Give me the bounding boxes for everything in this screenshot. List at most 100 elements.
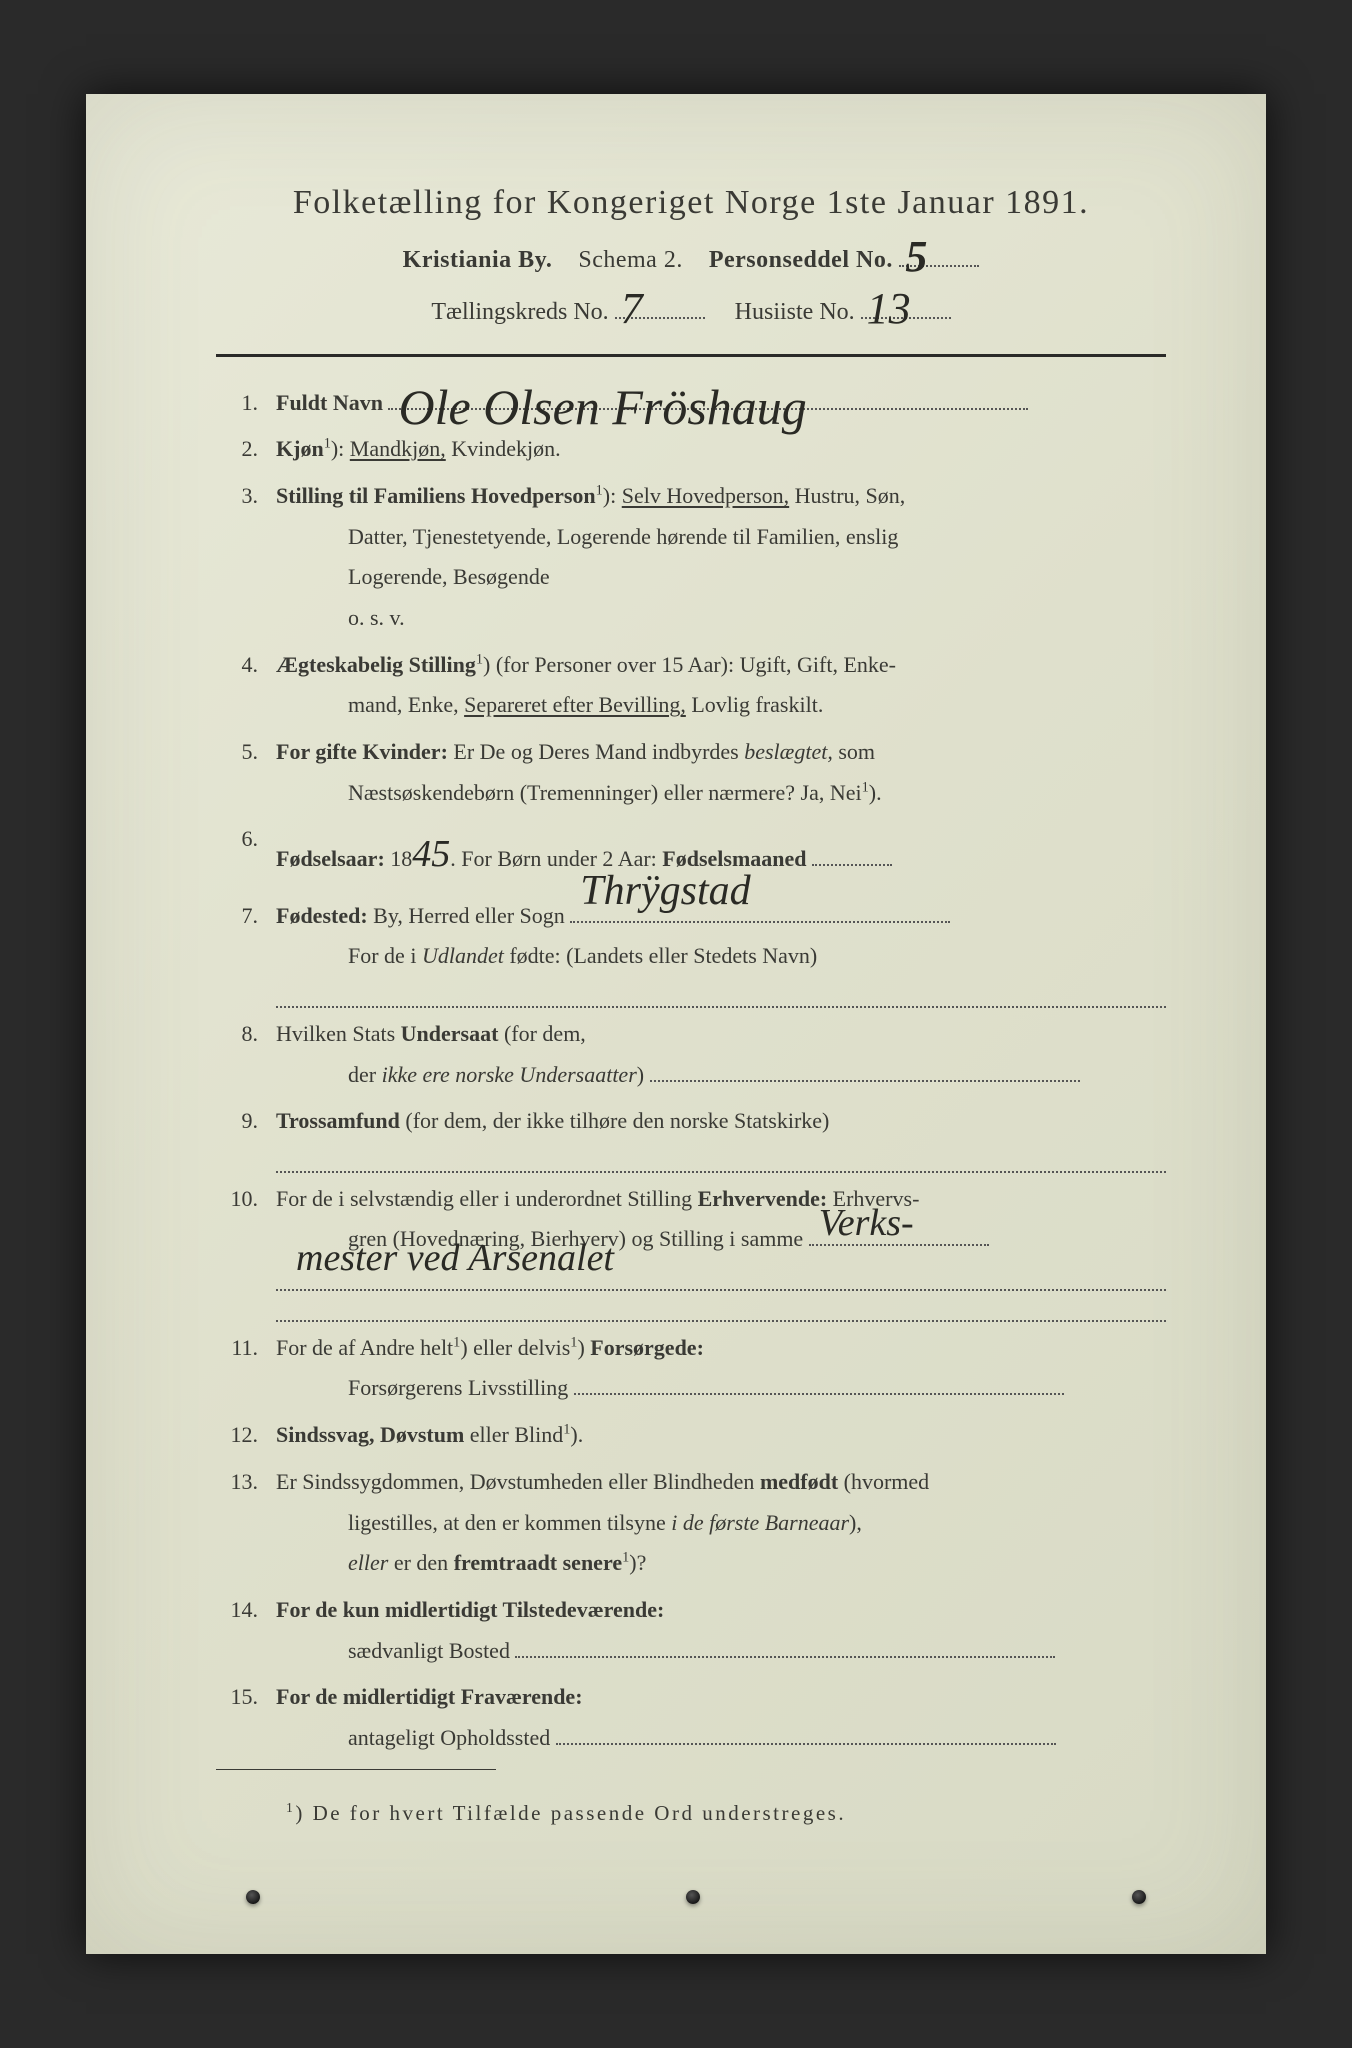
item-14-l2-wrap: sædvanligt Bosted: [276, 1631, 1166, 1672]
item-number: 11.: [216, 1328, 258, 1369]
item-14-la: For de kun: [276, 1597, 385, 1622]
item-6-year: 45: [412, 819, 450, 889]
item-3-u: Selv Hovedperson,: [622, 483, 789, 508]
item-15-lb: midlertidigt Fraværende:: [343, 1684, 583, 1709]
item-13-l3a: er den: [388, 1550, 453, 1575]
line3-row: Tællingskreds No. 7 Husiiste No. 13: [216, 296, 1166, 326]
item-3-l2: Datter, Tjenestetyende, Logerende hørend…: [276, 517, 1166, 558]
item-15-field: [556, 1725, 1056, 1745]
item-7-l2b: fødte: (Landets eller Stedets Navn): [504, 943, 817, 968]
divider-top: [216, 354, 1166, 357]
item-7-blank: [276, 977, 1166, 1008]
item-5: 5. For gifte Kvinder: Er De og Deres Man…: [216, 732, 1166, 813]
item-11-field: [574, 1376, 1064, 1396]
sup: 1: [570, 1334, 577, 1350]
item-7: 7. Fødested: By, Herred eller Sogn Thrÿg…: [216, 896, 1166, 1008]
item-10-v2: mester ved Arsenalet: [296, 1223, 614, 1293]
sup: 1: [563, 1422, 570, 1438]
item-9-blank: [276, 1142, 1166, 1173]
item-8-l1c: (for dem,: [498, 1021, 585, 1046]
item-number: 10.: [216, 1179, 258, 1220]
husliste-value: 13: [867, 296, 911, 322]
item-6-prefix: 18: [385, 846, 413, 871]
item-11-l2-wrap: Forsørgerens Livsstilling: [276, 1368, 1166, 1409]
item-12-rest: eller Blind: [464, 1422, 563, 1447]
item-13-l1c: (hvormed: [838, 1469, 929, 1494]
item-10-field1: Verks-: [809, 1227, 989, 1247]
item-13-l1b: medfødt: [760, 1469, 838, 1494]
item-7-l1: By, Herred eller Sogn: [368, 903, 565, 928]
item-13-l3c: ?: [637, 1550, 647, 1575]
item-6-field: [812, 847, 892, 867]
main-title: Folketælling for Kongeriget Norge 1ste J…: [216, 184, 1166, 222]
item-13-l2-wrap: ligestilles, at den er kommen tilsyne i …: [276, 1503, 1166, 1544]
item-9-label: Trossamfund: [276, 1108, 400, 1133]
item-11-l1d: Forsørgede:: [590, 1335, 704, 1360]
item-6-label: Fødselsaar:: [276, 846, 385, 871]
item-3-l4: o. s. v.: [276, 598, 1166, 639]
item-7-l2-wrap: For de i Udlandet fødte: (Landets eller …: [276, 936, 1166, 977]
kreds-field: 7: [615, 296, 705, 319]
item-5-l1: Er De og Deres Mand indbyrdes: [448, 739, 744, 764]
item-14-lb: midlertidigt Tilstedeværende:: [385, 1597, 664, 1622]
item-5-lb: gifte Kvinder:: [315, 739, 448, 764]
pin-icon: [686, 1890, 700, 1904]
item-13-l3b: fremtraadt senere: [454, 1550, 622, 1575]
item-number: 13.: [216, 1462, 258, 1503]
item-3-l3: Logerende, Besøgende: [276, 557, 1166, 598]
item-9: 9. Trossamfund (for dem, der ikke tilhør…: [216, 1101, 1166, 1172]
item-5-l2-wrap: Næstsøskendebørn (Tremenninger) eller næ…: [276, 773, 1166, 814]
item-number: 1.: [216, 383, 258, 424]
item-number: 9.: [216, 1101, 258, 1142]
item-8-l2i: ikke ere norske Undersaatter: [382, 1062, 637, 1087]
item-15: 15. For de midlertidigt Fraværende: anta…: [216, 1677, 1166, 1758]
item-4-label: Ægteskabelig Stilling: [276, 652, 476, 677]
item-13-l3-wrap: eller er den fremtraadt senere1)?: [276, 1543, 1166, 1584]
item-7-value: Thrÿgstad: [580, 853, 750, 931]
item-8-l1b: Undersaat: [401, 1021, 499, 1046]
sup: 1: [622, 1550, 629, 1566]
name-field: Ole Olsen Fröshaug: [388, 390, 1028, 410]
item-15-l2-wrap: antageligt Opholdssted: [276, 1718, 1166, 1759]
item-number: 2.: [216, 429, 258, 470]
item-4-l2u: Separeret efter Bevilling,: [464, 692, 686, 717]
item-number: 5.: [216, 732, 258, 773]
item-4-l2-wrap: mand, Enke, Separeret efter Bevilling, L…: [276, 685, 1166, 726]
item-13-l2b: ),: [849, 1510, 862, 1535]
husliste-field: 13: [861, 296, 951, 319]
item-2: 2. Kjøn1): Mandkjøn, Kvindekjøn.: [216, 429, 1166, 470]
item-10: 10. For de i selvstændig eller i underor…: [216, 1179, 1166, 1322]
item-10-v1: Verks-: [819, 1188, 914, 1258]
item-11-l1b: eller delvis: [468, 1335, 571, 1360]
item-8-l1a: Hvilken Stats: [276, 1021, 401, 1046]
item-13-l2i: i de første Barneaar: [671, 1510, 849, 1535]
sup: 1: [862, 779, 869, 795]
item-number: 4.: [216, 645, 258, 686]
item-11-l2: Forsørgerens Livsstilling: [348, 1375, 568, 1400]
footnote-text: ) De for hvert Tilfælde passende Ord und…: [295, 1801, 846, 1825]
item-8: 8. Hvilken Stats Undersaat (for dem, der…: [216, 1014, 1166, 1095]
schema-label: Schema 2.: [578, 247, 682, 273]
pin-icon: [1132, 1890, 1146, 1904]
item-10-blank2: [276, 1291, 1166, 1322]
footnote-sup: 1: [286, 1800, 295, 1815]
item-10-blank1: mester ved Arsenalet: [276, 1260, 1166, 1291]
subtitle-row: Kristiania By. Schema 2. Personseddel No…: [216, 244, 1166, 274]
item-5-l1i: beslægtet,: [744, 739, 833, 764]
name-value: Ole Olsen Fröshaug: [398, 392, 806, 422]
item-8-field: [650, 1062, 1080, 1082]
item-5-l2: Næstsøskendebørn (Tremenninger) eller næ…: [348, 780, 862, 805]
item-15-la: For de: [276, 1684, 343, 1709]
item-10-l1b: Erhvervende:: [698, 1186, 828, 1211]
item-9-rest: (for dem, der ikke tilhøre den norske St…: [400, 1108, 829, 1133]
item-12-label: Sindssvag, Døvstum: [276, 1422, 464, 1447]
item-number: 7.: [216, 896, 258, 937]
form-items: 1. Fuldt Navn Ole Olsen Fröshaug 2. Kjøn…: [216, 383, 1166, 1759]
item-14-field: [515, 1638, 1055, 1658]
item-13-l3i: eller: [348, 1550, 388, 1575]
item-2-underlined: Mandkjøn,: [350, 436, 446, 461]
item-8-l2a: der: [348, 1062, 382, 1087]
item-2-label: Kjøn: [276, 436, 324, 461]
item-number: 6.: [216, 819, 258, 860]
sup: 1: [596, 483, 603, 499]
